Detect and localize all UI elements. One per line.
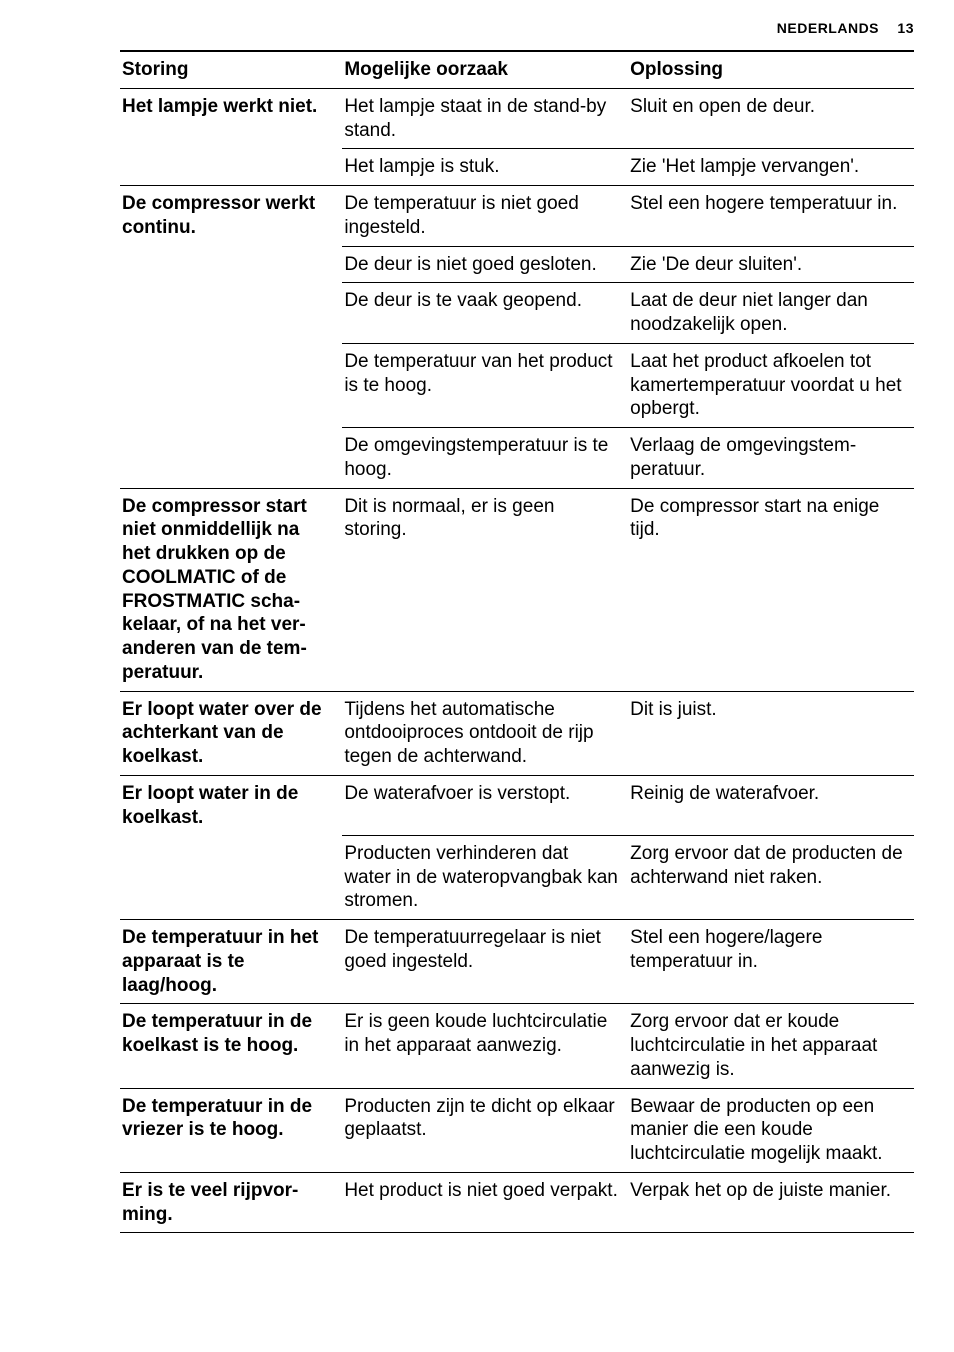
cell-oorzaak: De deur is niet goed ge­sloten. [342, 246, 628, 283]
cell-oorzaak: De deur is te vaak geo­pend. [342, 283, 628, 344]
col-header-oplossing: Oplossing [628, 51, 914, 88]
table-row: De temperatuur in de vriezer is te hoog.… [120, 1088, 914, 1172]
cell-storing [120, 246, 342, 283]
cell-oorzaak: De temperatuur van het product is te hoo… [342, 343, 628, 427]
cell-oplossing: Sluit en open de deur. [628, 88, 914, 149]
table-row: De compressor start niet onmiddellijk na… [120, 488, 914, 691]
table-row: Er loopt water in de koelkast.De wateraf… [120, 775, 914, 835]
running-header: NEDERLANDS 13 [120, 20, 914, 36]
table-row: De deur is te vaak geo­pend.Laat de deur… [120, 283, 914, 344]
cell-oplossing: Zorg ervoor dat de pro­ducten de achterw… [628, 835, 914, 919]
cell-oorzaak: Er is geen koude luchtcir­culatie in het… [342, 1004, 628, 1088]
cell-oorzaak: Dit is normaal, er is geen storing. [342, 488, 628, 691]
cell-oplossing: Bewaar de producten op een manier die ee… [628, 1088, 914, 1172]
cell-oorzaak: Tijdens het automatische ontdooiproces o… [342, 691, 628, 775]
table-row: De omgevingstempera­tuur is te hoog.Verl… [120, 428, 914, 489]
table-header-row: Storing Mogelijke oorzaak Oplossing [120, 51, 914, 88]
cell-oorzaak: De temperatuurregelaar is niet goed inge… [342, 920, 628, 1004]
cell-oplossing: Stel een hogere tempera­tuur in. [628, 186, 914, 247]
cell-oplossing: Laat het product afkoelen tot kamertempe… [628, 343, 914, 427]
table-row: Het lampje is stuk.Zie 'Het lampje verva… [120, 149, 914, 186]
section-label: NEDERLANDS [777, 20, 879, 36]
table-row: Er loopt water over de achterkant van de… [120, 691, 914, 775]
cell-storing: Er loopt water over de achterkant van de… [120, 691, 342, 775]
cell-storing: De compressor werkt continu. [120, 186, 342, 247]
cell-oorzaak: Het lampje staat in de stand-by stand. [342, 88, 628, 149]
cell-oplossing: Laat de deur niet langer dan noodzakelij… [628, 283, 914, 344]
cell-storing: De compressor start niet onmiddellijk na… [120, 488, 342, 691]
cell-storing: De temperatuur in de koelkast is te hoog… [120, 1004, 342, 1088]
col-header-storing: Storing [120, 51, 342, 88]
cell-storing [120, 149, 342, 186]
table-row: Er is te veel rijpvor­ming.Het product i… [120, 1172, 914, 1233]
cell-storing: De temperatuur in de vriezer is te hoog. [120, 1088, 342, 1172]
cell-oorzaak: De temperatuur is niet goed ingesteld. [342, 186, 628, 247]
cell-oplossing: Dit is juist. [628, 691, 914, 775]
cell-oplossing: Zorg ervoor dat er koude luchtcirculatie… [628, 1004, 914, 1088]
cell-oorzaak: Het product is niet goed verpakt. [342, 1172, 628, 1233]
cell-oorzaak: Producten verhinderen dat water in de wa… [342, 835, 628, 919]
col-header-oorzaak: Mogelijke oorzaak [342, 51, 628, 88]
table-row: De temperatuur van het product is te hoo… [120, 343, 914, 427]
page-number: 13 [897, 20, 914, 36]
table-row: Het lampje werkt niet.Het lampje staat i… [120, 88, 914, 149]
cell-oplossing: Verpak het op de juiste manier. [628, 1172, 914, 1233]
table-row: De temperatuur in het apparaat is te laa… [120, 920, 914, 1004]
cell-oorzaak: De waterafvoer is ver­stopt. [342, 775, 628, 835]
cell-storing: Er loopt water in de koelkast. [120, 775, 342, 835]
cell-storing: Het lampje werkt niet. [120, 88, 342, 149]
cell-oplossing: Reinig de waterafvoer. [628, 775, 914, 835]
table-row: De compressor werkt continu.De temperatu… [120, 186, 914, 247]
cell-storing [120, 428, 342, 489]
cell-oplossing: De compressor start na enige tijd. [628, 488, 914, 691]
cell-storing [120, 343, 342, 427]
table-row: Producten verhinderen dat water in de wa… [120, 835, 914, 919]
troubleshooting-table: Storing Mogelijke oorzaak Oplossing Het … [120, 50, 914, 1233]
cell-oplossing: Verlaag de omgevingstem­peratuur. [628, 428, 914, 489]
table-row: De temperatuur in de koelkast is te hoog… [120, 1004, 914, 1088]
cell-oorzaak: De omgevingstempera­tuur is te hoog. [342, 428, 628, 489]
cell-storing [120, 835, 342, 919]
cell-oorzaak: Het lampje is stuk. [342, 149, 628, 186]
cell-storing: De temperatuur in het apparaat is te laa… [120, 920, 342, 1004]
cell-storing [120, 283, 342, 344]
cell-oplossing: Stel een hogere/lagere temperatuur in. [628, 920, 914, 1004]
cell-oplossing: Zie 'Het lampje vervan­gen'. [628, 149, 914, 186]
cell-storing: Er is te veel rijpvor­ming. [120, 1172, 342, 1233]
table-row: De deur is niet goed ge­sloten.Zie 'De d… [120, 246, 914, 283]
cell-oorzaak: Producten zijn te dicht op elkaar geplaa… [342, 1088, 628, 1172]
page: NEDERLANDS 13 Storing Mogelijke oorzaak … [0, 0, 954, 1273]
table-body: Het lampje werkt niet.Het lampje staat i… [120, 88, 914, 1233]
cell-oplossing: Zie 'De deur sluiten'. [628, 246, 914, 283]
